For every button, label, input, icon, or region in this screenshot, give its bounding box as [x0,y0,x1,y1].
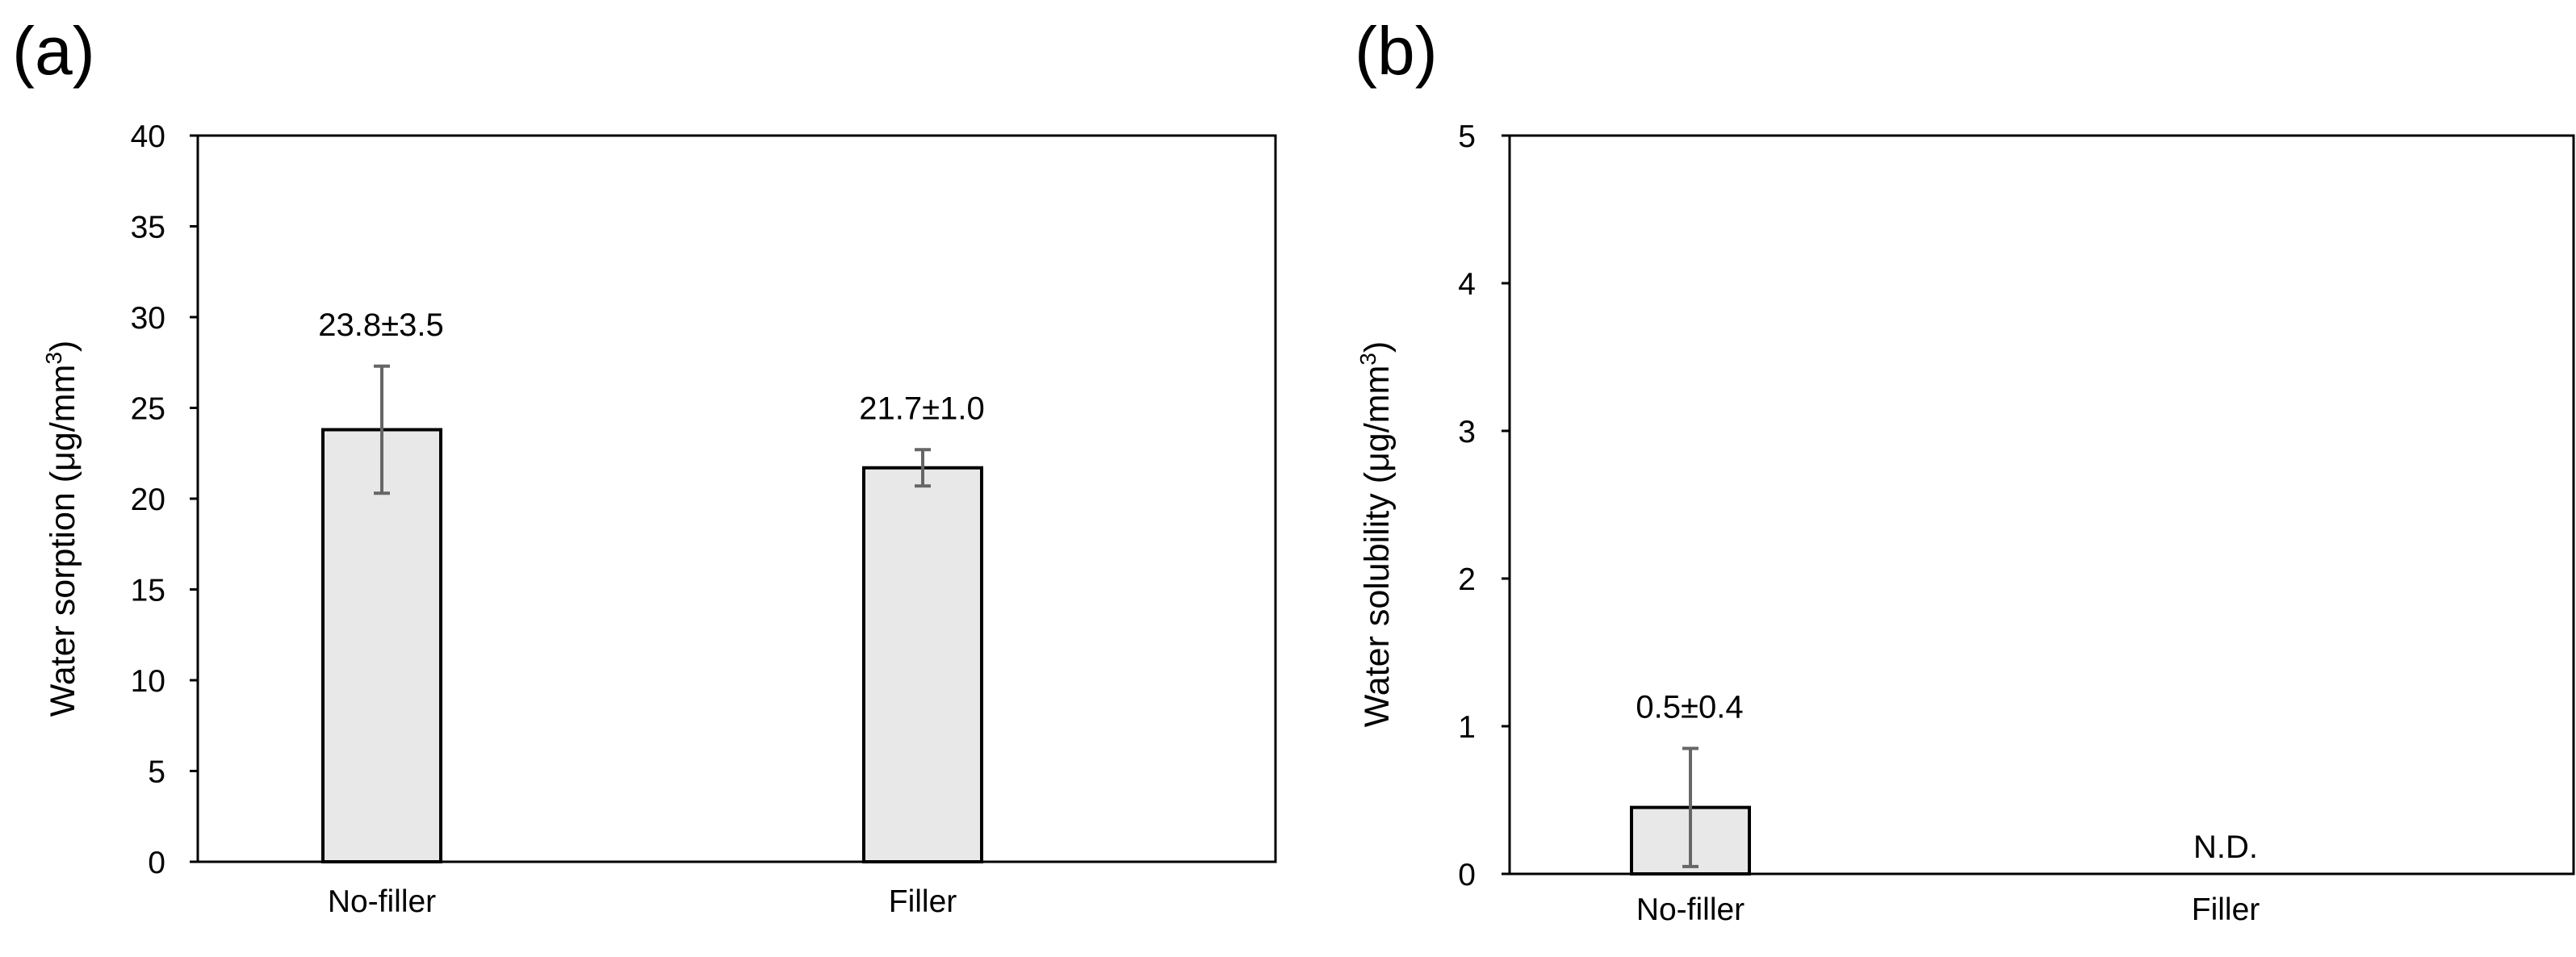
panel-b-error-bar-no-filler [1682,746,1698,868]
panel-a-y-axis-title-close: ) [44,341,82,352]
panel-b-y-tick-label: 1 [1458,710,1476,745]
panel-b-y-axis-title-main: Water solubility (μg/mm [1358,366,1397,727]
panel-a-y-tick-label: 10 [131,664,165,699]
panel-a-error-bar-no-filler [374,364,390,495]
panel-a-category-label-filler: Filler [889,884,957,919]
panel-a-label: (a) [12,13,95,89]
panel-a-y-ticks: 0 5 10 15 20 25 30 35 40 [131,119,198,880]
panel-a-y-tick-label: 20 [131,483,165,517]
panel-a-bar-filler [862,466,983,863]
panel-a-y-tick-label: 30 [131,301,165,336]
panel-a-y-tick-label: 25 [131,392,165,427]
panel-a-data-label-filler: 21.7±1.0 [859,391,984,426]
panel-b-y-ticks: 0 1 2 3 4 5 [1458,119,1510,892]
panel-a-y-tick-label: 0 [148,846,165,880]
panel-b-data-labels: 0.5±0.4 N.D. [1636,689,2258,865]
panel-b-y-axis-title: Water solubility (μg/mm3) [1355,341,1397,727]
panel-b-y-axis-title-close: ) [1358,341,1397,353]
panel-b-y-tick-label: 5 [1458,119,1476,154]
panel-a-y-tick-label: 40 [131,119,165,154]
panel-b-y-tick-label: 4 [1458,267,1476,302]
panel-b-category-label-no-filler: No-filler [1636,892,1745,927]
panel-b-error-bars [1682,746,1698,868]
panel-b-y-tick-label: 2 [1458,562,1476,597]
panel-b-data-label-no-filler: 0.5±0.4 [1636,689,1743,725]
panel-b-category-label-filler: Filler [2192,892,2260,927]
panel-a-y-tick-label: 5 [148,755,165,790]
panel-a-error-bars [374,364,931,495]
panel-b-y-axis-title-sup: 3 [1355,353,1380,366]
panel-b-category-labels: No-filler Filler [1636,892,2260,927]
panel-a-data-labels: 23.8±3.5 21.7±1.0 [318,307,984,427]
panel-b-plot-frame [1508,134,2575,876]
panel-b-data-label-filler: N.D. [2193,830,2258,865]
panel-a-bar-no-filler [321,428,442,863]
panel-a-error-bar-filler [915,448,931,488]
panel-a-y-axis-title-main: Water sorption (μg/mm [44,365,82,717]
panel-a-data-label-no-filler: 23.8±3.5 [318,307,443,343]
panel-a-y-tick-label: 15 [131,574,165,608]
panel-a-y-axis-title: Water sorption (μg/mm3) [41,341,82,717]
panel-a-y-axis-title-sup: 3 [41,352,66,365]
panel-b-label: (b) [1355,13,1438,89]
panel-a-plot-frame [196,134,1277,863]
panel-a-category-label-no-filler: No-filler [328,884,436,919]
panel-a-category-labels: No-filler Filler [328,884,957,919]
panel-a-bars [321,428,983,863]
panel-a-y-tick-label: 35 [131,211,165,245]
panel-a-water-sorption: (a) Water sorption (μg/mm3) 051015202530… [12,13,1277,919]
panel-b-y-tick-label: 3 [1458,415,1476,449]
panel-b-y-tick-label: 0 [1458,858,1476,892]
